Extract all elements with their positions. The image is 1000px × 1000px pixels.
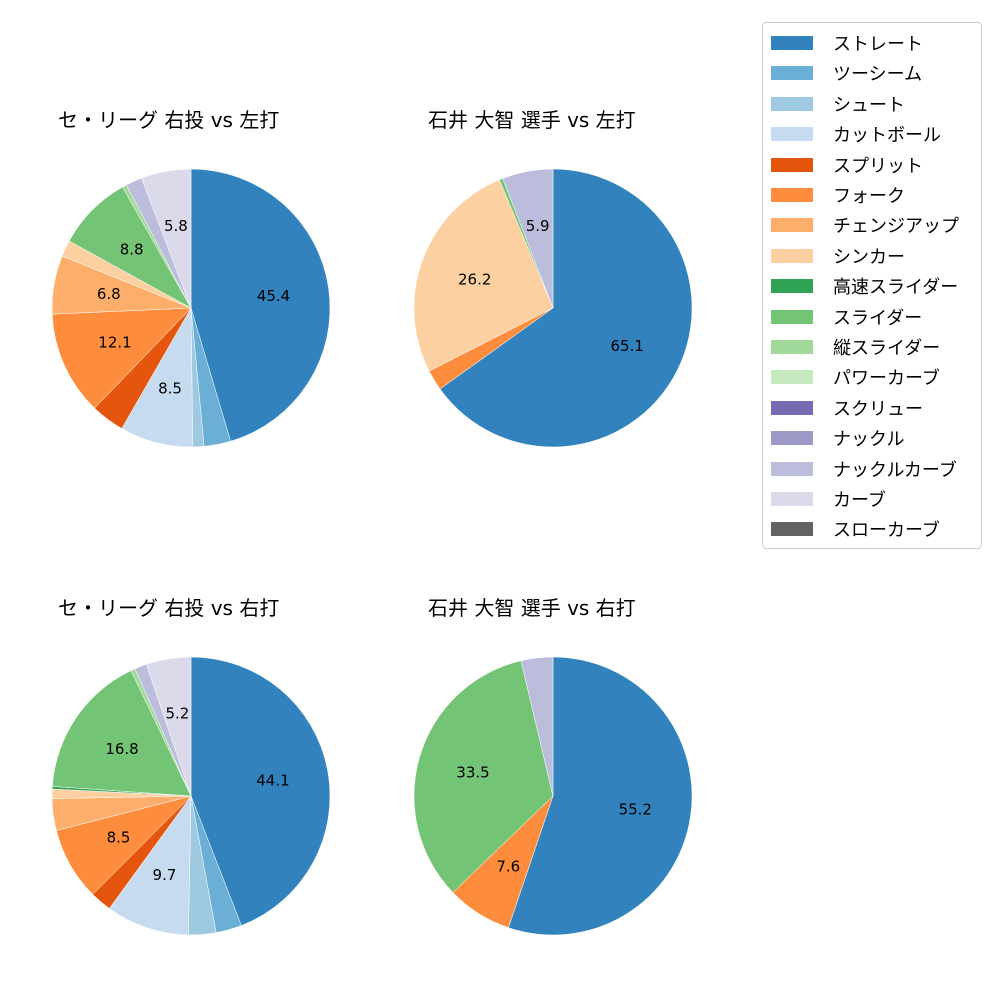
pie-slice-label: 6.8 — [97, 285, 121, 303]
legend-item: スローカーブ — [771, 519, 940, 542]
legend-label: スクリュー — [833, 398, 923, 420]
pie-slice — [141, 168, 192, 309]
pie-slice — [190, 168, 331, 442]
legend-swatch — [771, 279, 813, 294]
pie-slice — [502, 168, 554, 309]
pie-slice — [108, 795, 192, 936]
pie-slice — [413, 179, 554, 372]
chart-title-league-vs-left: セ・リーグ 右投 vs 左打 — [58, 108, 280, 132]
legend-label: カーブ — [833, 490, 886, 511]
legend-swatch — [771, 400, 813, 415]
legend-item: ナックルカーブ — [771, 459, 957, 481]
legend-label: パワーカーブ — [833, 368, 940, 390]
legend-label: スプリット — [833, 155, 923, 177]
legend-item: チェンジアップ — [771, 215, 959, 238]
pie-slice-label: 8.5 — [158, 380, 182, 398]
legend-label: ストレート — [833, 34, 923, 55]
chart-title-player-vs-left: 石井 大智 選手 vs 左打 — [428, 108, 636, 132]
legend-label: スローカーブ — [833, 520, 940, 542]
pie-slice-label: 45.4 — [257, 287, 290, 305]
legend-label: スライダー — [833, 307, 923, 329]
legend-swatch — [771, 36, 813, 50]
legend-swatch — [771, 66, 813, 81]
pie-slice-label: 9.7 — [153, 866, 177, 884]
legend-label: ツーシーム — [833, 64, 923, 86]
legend-item: 縦スライダー — [771, 337, 941, 359]
pie-slice-label: 8.5 — [107, 828, 131, 846]
legend-item: スクリュー — [771, 398, 923, 420]
pie-slice — [52, 670, 192, 797]
legend-item: シンカー — [771, 246, 905, 268]
legend-swatch — [771, 492, 813, 506]
legend-item: シュート — [771, 94, 905, 116]
legend-swatch — [771, 188, 813, 202]
legend-swatch — [771, 431, 813, 446]
pie-slice — [439, 168, 693, 448]
pie-slice — [190, 656, 331, 926]
pie-slice-label: 8.8 — [120, 240, 144, 258]
legend-swatch — [771, 127, 813, 142]
pie-slice-label: 33.5 — [456, 763, 489, 781]
legend: ストレートツーシームシュートカットボール スプリットフォークチェンジアップ シンカー… — [762, 22, 982, 549]
pie-slice — [146, 656, 192, 797]
pie-slice — [520, 656, 554, 797]
legend-label: 縦スライダー — [833, 338, 941, 359]
legend-swatch — [771, 218, 813, 233]
pie-slice-label: 55.2 — [619, 801, 652, 819]
chart-title-player-vs-right: 石井 大智 選手 vs 右打 — [428, 596, 636, 620]
legend-item: フォーク — [771, 185, 905, 207]
pie-slice-label: 65.1 — [610, 337, 643, 355]
legend-label: チェンジアップ — [833, 216, 959, 238]
pie-slice-label: 5.2 — [166, 705, 190, 723]
pie-slice-label: 16.8 — [105, 740, 138, 758]
pie-slice-label: 26.2 — [458, 270, 491, 288]
legend-swatch — [771, 461, 813, 476]
legend-swatch — [771, 96, 813, 111]
legend-label: ナックル — [833, 429, 905, 451]
pie-slice — [413, 660, 554, 893]
legend-item: ツーシーム — [771, 63, 923, 86]
legend-item: カーブ — [771, 489, 886, 511]
legend-label: ナックルカーブ — [833, 459, 957, 481]
legend-item: パワーカーブ — [771, 367, 940, 390]
legend-label: シンカー — [833, 246, 905, 268]
legend-swatch — [771, 248, 813, 263]
legend-item: スライダー — [771, 307, 923, 329]
legend-item: ストレート — [771, 33, 923, 55]
legend-label: フォーク — [833, 186, 905, 207]
legend-swatch — [771, 370, 813, 385]
chart-title-league-vs-right: セ・リーグ 右投 vs 右打 — [58, 596, 280, 620]
legend-swatch — [771, 340, 813, 354]
legend-item: スプリット — [771, 155, 923, 177]
legend-item: カットボール — [771, 124, 941, 147]
pie-slice-label: 44.1 — [256, 772, 289, 790]
legend-label: カットボール — [833, 125, 941, 147]
legend-item: ナックル — [771, 428, 905, 451]
legend-swatch — [771, 309, 813, 324]
legend-swatch — [771, 522, 813, 537]
pie-slice-label: 7.6 — [496, 857, 520, 875]
legend-label: 高速スライダー — [833, 277, 959, 299]
pie-slice-label: 12.1 — [98, 333, 131, 351]
legend-label: シュート — [833, 94, 905, 116]
pie-slice-label: 5.8 — [164, 217, 188, 235]
pie-slice-label: 5.9 — [526, 217, 550, 235]
legend-item: 高速スライダー — [771, 276, 959, 299]
pie-slice — [51, 307, 192, 409]
legend-swatch — [771, 157, 813, 172]
pie-slice — [508, 656, 693, 936]
